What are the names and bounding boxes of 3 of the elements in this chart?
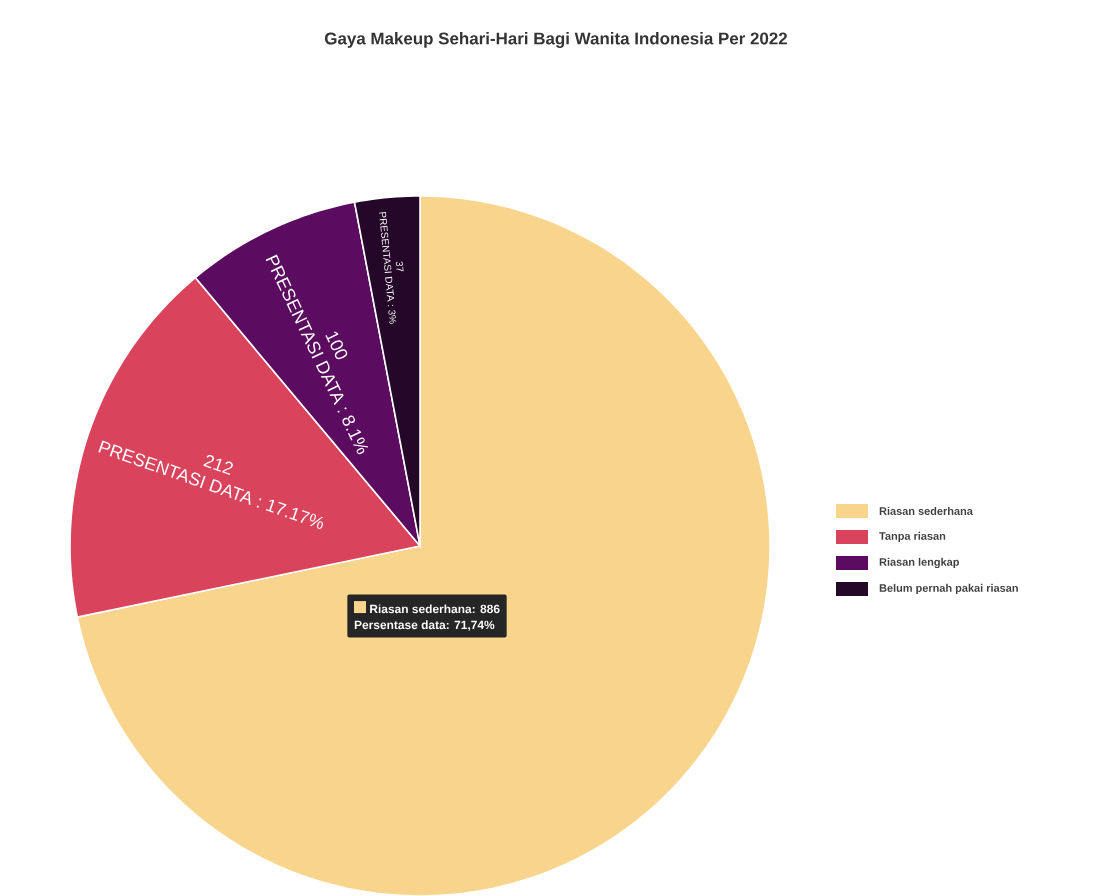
data-label: 212 [203, 455, 233, 476]
data-label: 100 [325, 331, 348, 360]
chart-title: Gaya Makeup Sehari-Hari Bagi Wanita Indonesia Per 2022 [324, 32, 788, 48]
